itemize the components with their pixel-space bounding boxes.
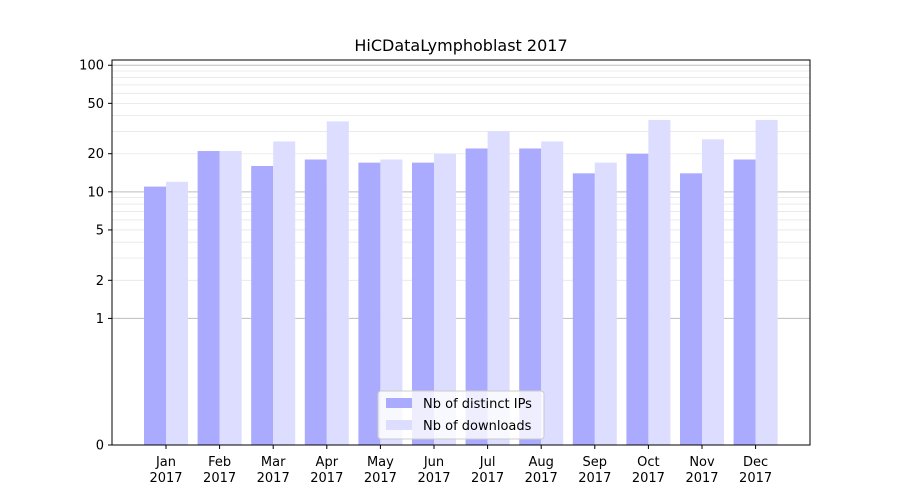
bar-downloads <box>166 181 188 445</box>
bar-distinct-ips <box>519 148 542 445</box>
bar-distinct-ips <box>304 159 327 445</box>
y-tick-label: 50 <box>87 97 104 112</box>
bars <box>144 119 778 446</box>
bar-downloads <box>273 141 296 445</box>
bar-downloads <box>219 151 242 445</box>
bar-distinct-ips <box>626 153 649 446</box>
x-tick-label: Dec 2017 <box>739 455 772 486</box>
x-tick-label: Jun 2017 <box>417 455 450 486</box>
x-tick-label: May 2017 <box>364 455 397 486</box>
bar-distinct-ips <box>465 148 488 445</box>
y-tick-label: 0 <box>96 439 104 454</box>
bar-downloads <box>702 139 724 445</box>
x-tick-label: Apr 2017 <box>310 455 343 486</box>
legend-box <box>377 390 545 440</box>
x-tick-label: Feb 2017 <box>203 455 236 486</box>
bar-downloads <box>594 162 617 445</box>
bar-downloads <box>326 121 349 445</box>
legend-swatch-distinct-ips <box>386 398 412 408</box>
bar-distinct-ips <box>680 173 702 445</box>
bar-distinct-ips <box>572 173 595 445</box>
x-axis: Jan 2017 Feb 2017 Mar 2017 Apr 2017 May 2017 Jun 20… <box>149 445 772 486</box>
plot-frame <box>111 59 811 446</box>
x-tick-label: Jul 2017 <box>471 455 504 486</box>
x-tick-label: Mar 2017 <box>257 455 290 486</box>
legend-label-downloads: Nb of downloads <box>423 419 532 434</box>
bar-downloads <box>380 159 403 445</box>
bar-distinct-ips <box>733 159 756 445</box>
x-tick-label: Aug 2017 <box>525 455 558 486</box>
legend-label-distinct-ips: Nb of distinct IPs <box>423 397 532 412</box>
y-tick-label: 10 <box>87 185 104 200</box>
y-tick-label: 5 <box>96 223 104 238</box>
bar-distinct-ips <box>144 186 166 446</box>
y-tick-label: 20 <box>87 147 104 162</box>
bar-downloads <box>487 131 510 445</box>
bar-distinct-ips <box>412 162 434 445</box>
bar-distinct-ips <box>358 162 381 445</box>
y-tick-label: 1 <box>96 312 104 327</box>
bar-distinct-ips <box>251 165 274 446</box>
y-tick-label: 100 <box>79 59 104 74</box>
x-tick-label: Sep 2017 <box>578 455 611 486</box>
y-tick-label: 2 <box>96 274 104 289</box>
bar-distinct-ips <box>197 151 220 445</box>
x-tick-label: Jan 2017 <box>149 455 182 486</box>
bar-downloads <box>434 153 456 446</box>
bar-downloads <box>541 141 564 445</box>
bar-downloads <box>755 119 778 445</box>
legend-swatch-downloads <box>386 420 412 430</box>
bar-downloads <box>648 119 671 445</box>
x-tick-label: Oct 2017 <box>632 455 665 486</box>
x-tick-label: Nov 2017 <box>685 455 718 486</box>
legend: Nb of distinct IPs Nb of downloads <box>377 390 545 440</box>
y-axis: 0 1 2 5 10 20 50 100 <box>79 59 112 454</box>
chart-title: HiCDataLymphoblast 2017 <box>354 36 567 55</box>
